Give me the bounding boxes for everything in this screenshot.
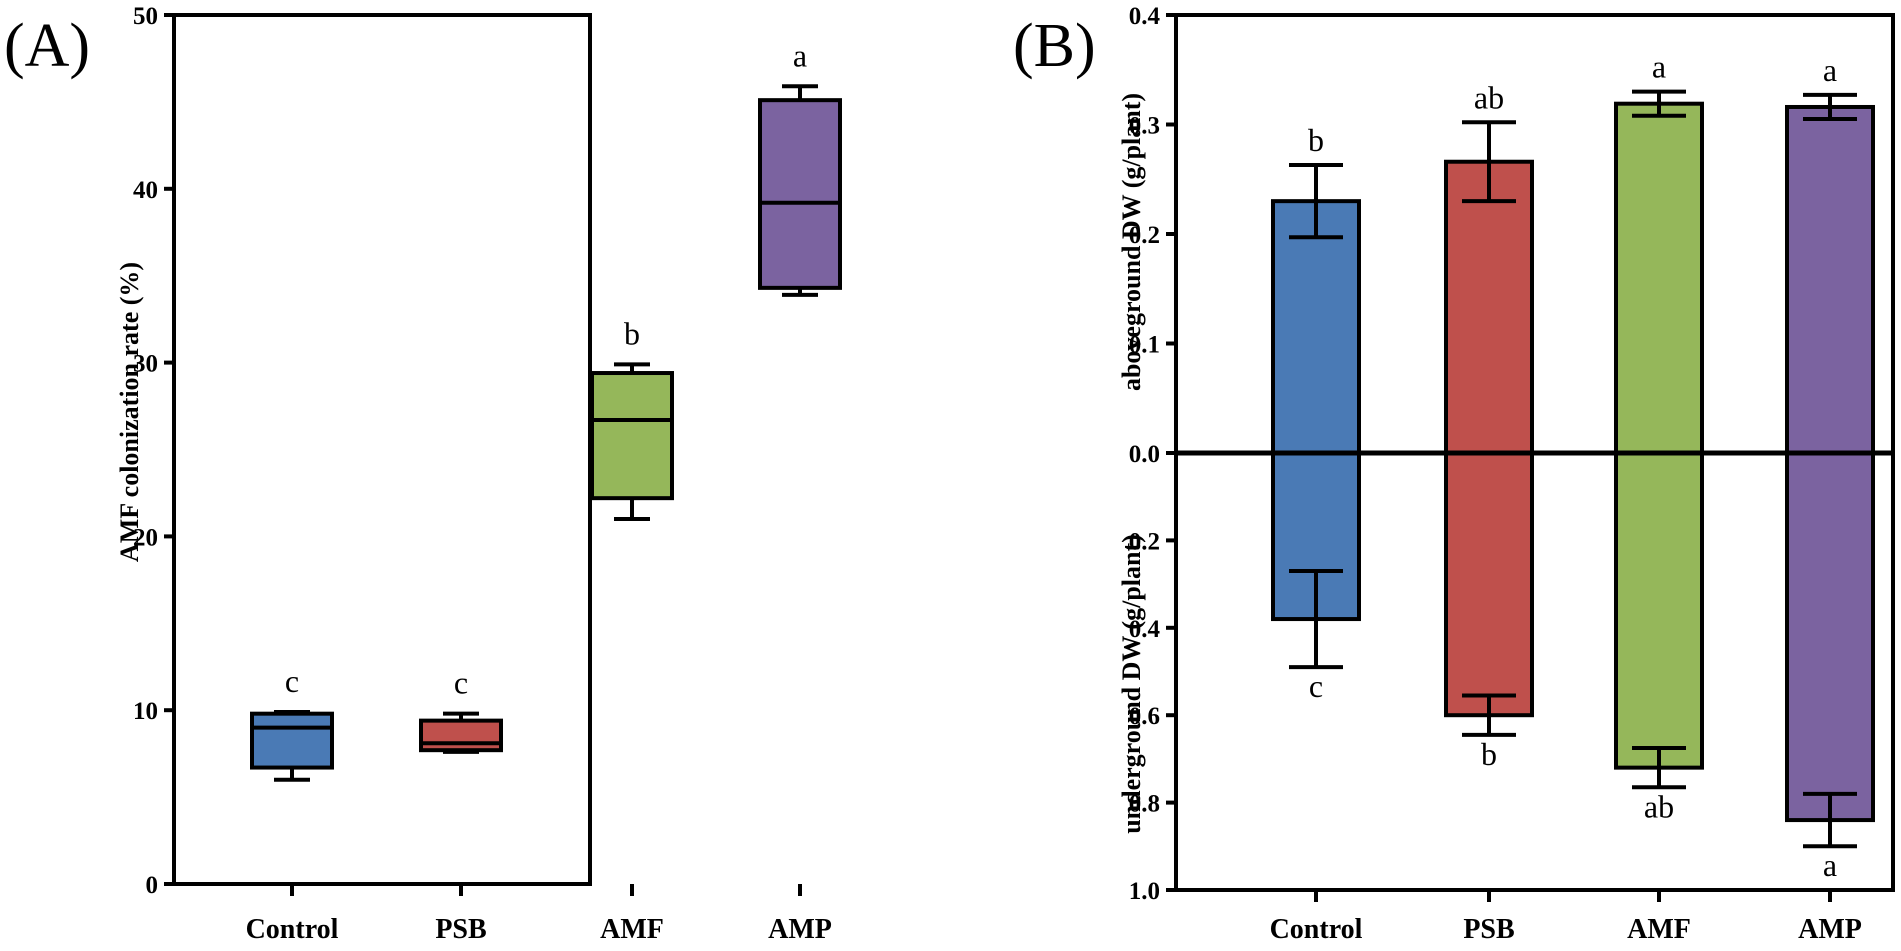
panel-a-x-tick-label: Control — [246, 914, 339, 945]
panel-b-bar-aboveground-amf — [1614, 101, 1704, 455]
panel-a-y-tick-label: 0 — [146, 872, 159, 899]
panel-b-underground-significance-letter: ab — [1644, 788, 1674, 824]
panel-a-x-tick-label: PSB — [435, 914, 486, 945]
panel-b-bottom-y-tick-label: 0.6 — [1129, 703, 1160, 730]
panel-b-bottom-y-tick-label: 0.2 — [1129, 528, 1160, 555]
panel-b-bar-aboveground-psb — [1444, 159, 1534, 455]
panel-a-box-psb — [419, 718, 503, 753]
panel-b-top-y-axis-title: aboveground DW (g/plant) — [1117, 93, 1146, 391]
panel-a-box-amf — [590, 371, 674, 501]
panel-b-aboveground-significance-letter: b — [1308, 122, 1324, 158]
panel-b-top-y-tick-label: 0.2 — [1129, 222, 1160, 249]
panel-b-top-y-tick-label: 0.4 — [1129, 3, 1161, 30]
panel-b-top-y-tick-label: 0.1 — [1129, 332, 1160, 359]
panel-a-y-tick-label: 40 — [133, 177, 158, 204]
panel-a-y-tick-label: 30 — [133, 351, 158, 378]
panel-b-top-y-tick-label: 0.0 — [1129, 441, 1160, 468]
panel-a-significance-letter: c — [285, 663, 299, 699]
panel-a: (A) AMF colonization rate (%) 0 10 20 30 40 5… — [4, 3, 842, 945]
panel-b-bar-underground-amp — [1785, 451, 1875, 823]
panel-b-underground-significance-letter: a — [1823, 847, 1837, 883]
panel-a-plot-frame — [172, 13, 592, 886]
panel-a-y-tick-label: 10 — [133, 698, 158, 725]
panel-b-bottom-y-tick-label: 0.4 — [1129, 616, 1161, 643]
panel-b-underground-significance-letter: c — [1309, 668, 1323, 704]
panel-b-x-tick-label: Control — [1270, 914, 1363, 945]
panel-b-x-tick-label: AMF — [1627, 914, 1691, 945]
panel-b-bottom-y-tick-label: 0.8 — [1129, 791, 1160, 818]
panel-a-box-control — [250, 711, 334, 770]
panel-a-y-tick-label: 20 — [133, 524, 158, 551]
panel-a-x-tick-label: AMP — [768, 914, 832, 945]
panel-a-y-axis-title: AMF colonization rate (%) — [115, 262, 144, 562]
panel-b-bar-aboveground-amp — [1785, 104, 1875, 455]
panel-b-aboveground-significance-letter: ab — [1474, 79, 1504, 115]
panel-a-y-tick-label: 50 — [133, 3, 158, 30]
panel-a-significance-letter: b — [624, 315, 640, 351]
panel-a-box-amp — [758, 98, 842, 290]
panel-b-label: (B) — [1013, 12, 1096, 80]
panel-b-x-tick-label: PSB — [1463, 914, 1514, 945]
panel-b-bar-aboveground-control — [1271, 199, 1361, 455]
panel-b-aboveground-significance-letter: a — [1652, 49, 1666, 85]
panel-b-top-y-tick-label: 0.3 — [1129, 113, 1160, 140]
panel-a-significance-letter: c — [454, 665, 468, 701]
panel-a-significance-letter: a — [793, 37, 807, 73]
panel-b-x-tick-label: AMP — [1798, 914, 1862, 945]
panel-b-bottom-y-axis-title: underground DW (g/plant) — [1117, 534, 1146, 834]
panel-b: (B) aboveground DW (g/plant) underground… — [1013, 3, 1895, 945]
panel-b-bar-underground-psb — [1444, 451, 1534, 718]
panel-b-aboveground-significance-letter: a — [1823, 52, 1837, 88]
panel-a-x-tick-label: AMF — [600, 914, 664, 945]
panel-b-bottom-y-tick-label: 1.0 — [1129, 878, 1160, 905]
panel-b-bar-underground-amf — [1614, 451, 1704, 770]
panel-b-underground-significance-letter: b — [1481, 736, 1497, 772]
panel-a-label: (A) — [4, 12, 90, 80]
